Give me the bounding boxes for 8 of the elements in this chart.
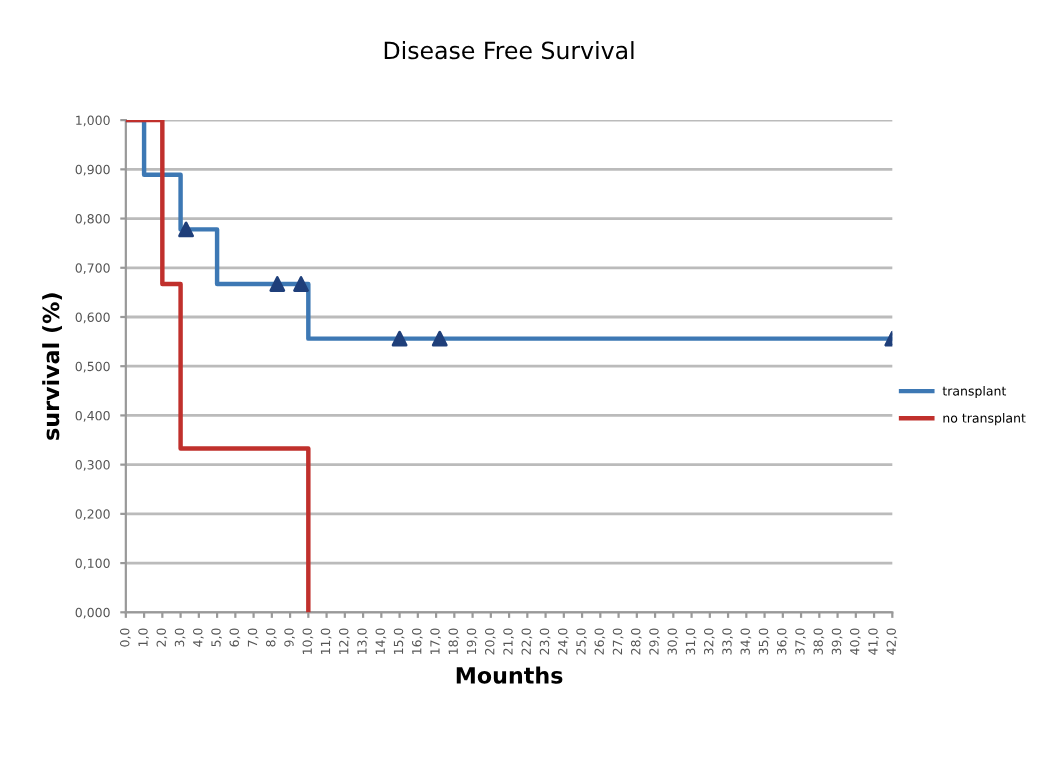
point: [431, 330, 448, 347]
point: [178, 221, 194, 238]
point: [391, 330, 408, 347]
point: [269, 276, 286, 292]
point: [293, 276, 309, 292]
x-axis-title: Mounths: [456, 666, 563, 684]
y-axis-title: survival (%): [42, 293, 62, 440]
chart-title: Disease Free Survival: [384, 41, 634, 60]
